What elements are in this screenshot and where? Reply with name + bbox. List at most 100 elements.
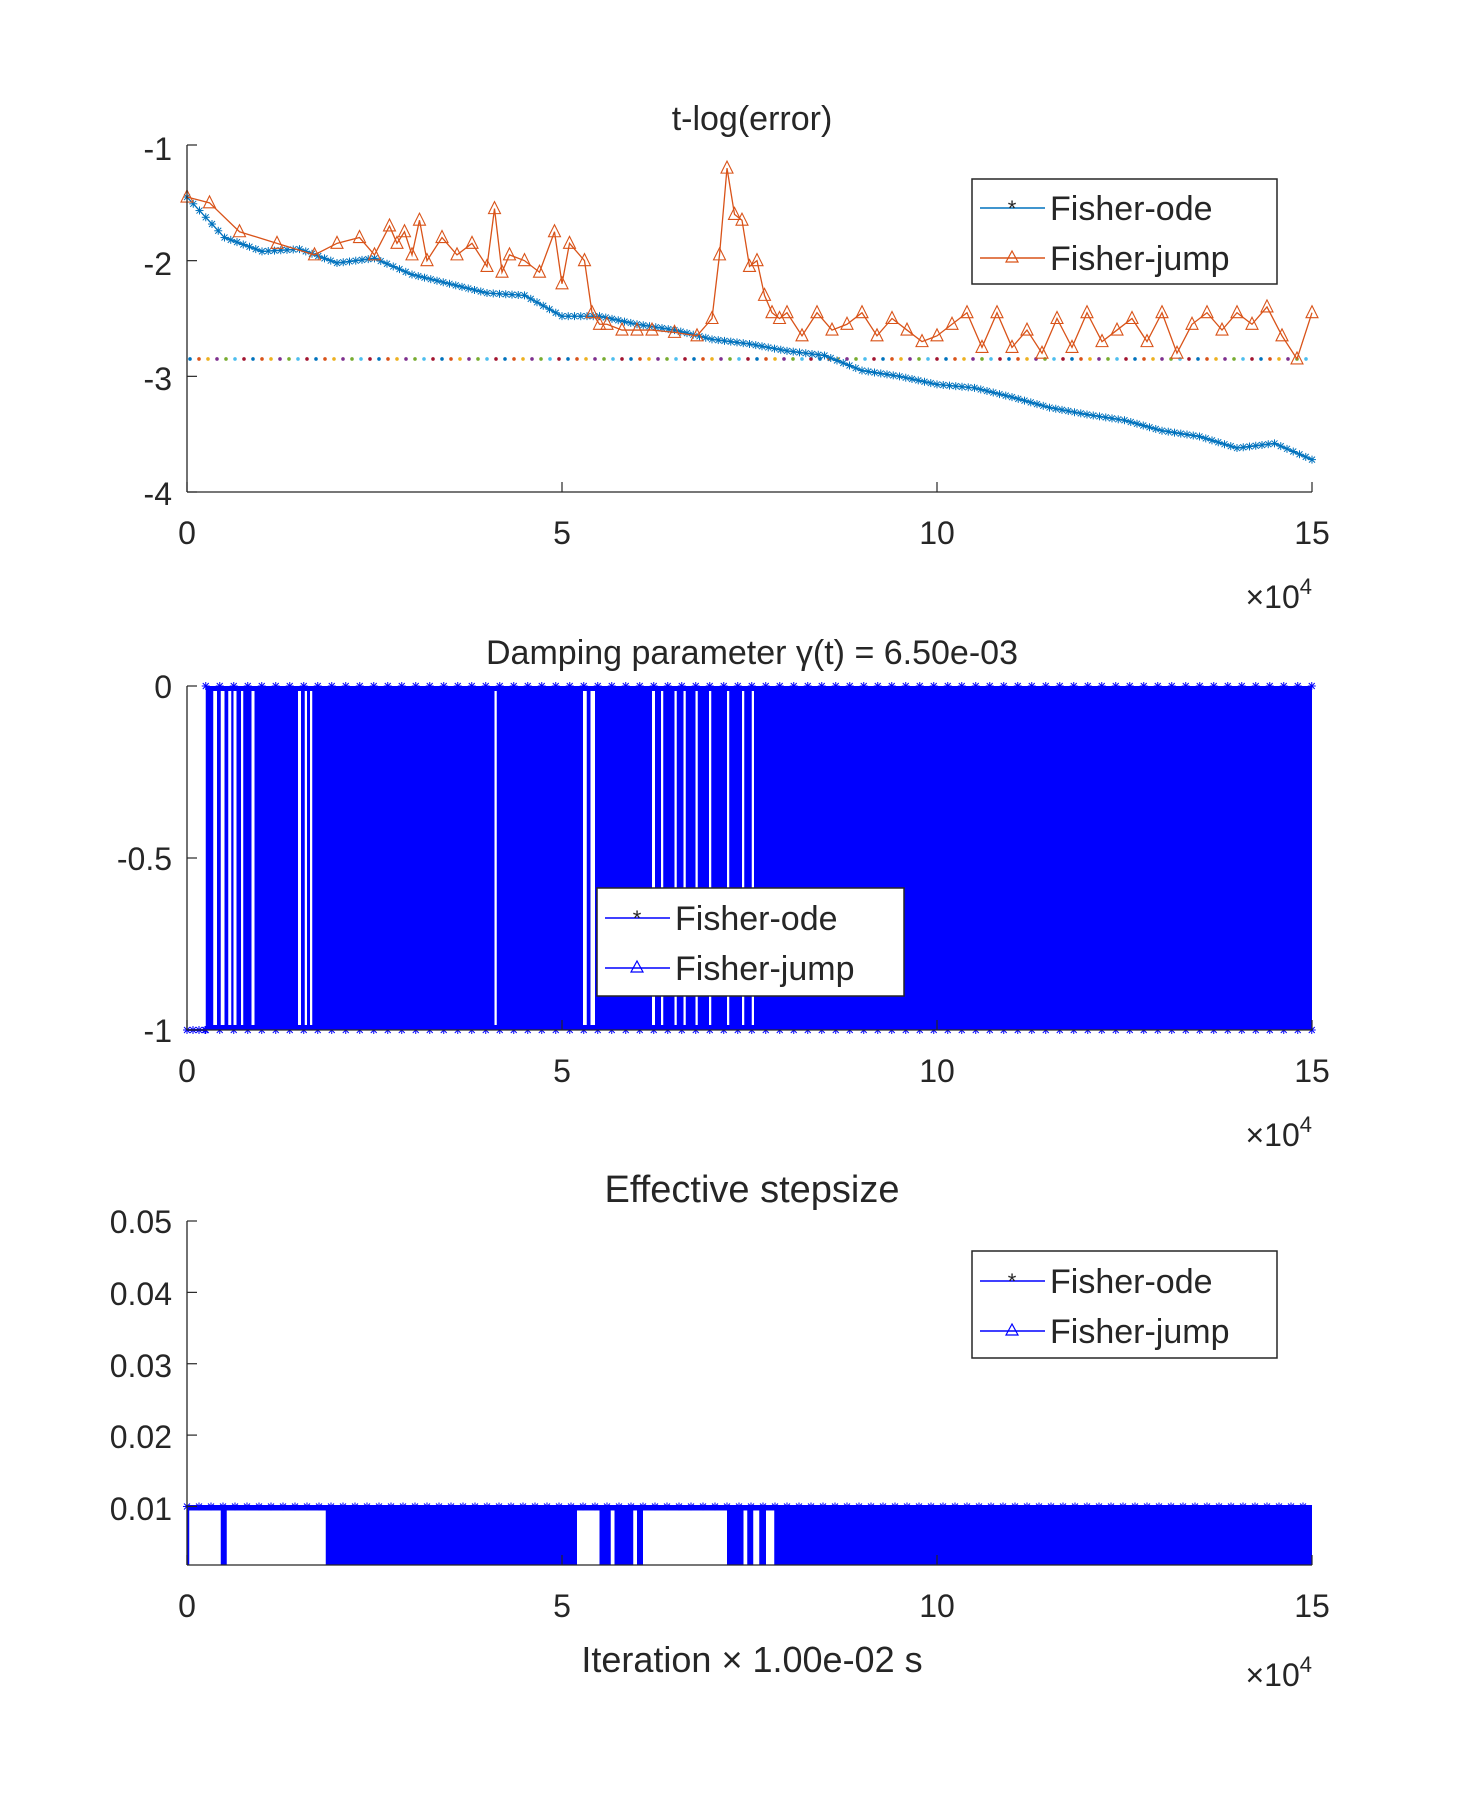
data-point — [920, 377, 929, 386]
data-point — [1170, 428, 1179, 437]
data-point — [397, 682, 406, 690]
data-point — [411, 1502, 419, 1511]
threshold-dot — [809, 357, 813, 361]
data-point — [971, 682, 980, 690]
data-point — [1301, 452, 1310, 461]
data-point — [1164, 427, 1173, 436]
data-point — [750, 252, 764, 267]
data-point — [843, 1502, 851, 1511]
data-point — [519, 1502, 527, 1511]
data-point — [675, 1502, 683, 1511]
data-point — [1245, 316, 1259, 330]
data-point — [1305, 304, 1319, 319]
data-point — [1227, 1502, 1235, 1511]
data-point — [532, 264, 547, 278]
data-point — [891, 1502, 899, 1511]
threshold-dot — [467, 357, 471, 361]
data-point — [202, 194, 217, 209]
data-point — [420, 252, 434, 267]
data-point — [547, 223, 562, 238]
threshold-dot — [1106, 357, 1110, 361]
data-point — [375, 1502, 383, 1511]
data-point — [1295, 450, 1304, 459]
y-tick-label: 0.04 — [110, 1276, 172, 1312]
data-point — [867, 1502, 875, 1511]
data-point — [481, 682, 490, 690]
data-point — [231, 1502, 239, 1511]
data-point — [1070, 408, 1079, 417]
data-point — [927, 1502, 935, 1511]
data-point — [495, 1502, 503, 1511]
data-point — [914, 376, 923, 385]
data-point — [195, 1502, 203, 1511]
data-point — [285, 682, 294, 690]
data-point — [226, 235, 235, 244]
data-point — [1008, 393, 1016, 402]
data-point — [964, 383, 973, 392]
data-point — [808, 349, 816, 358]
data-point — [1095, 333, 1109, 348]
data-point — [1167, 682, 1176, 690]
data-point — [579, 1502, 587, 1511]
threshold-dot — [1115, 357, 1119, 361]
data-point — [411, 682, 420, 690]
data-point — [399, 1502, 407, 1511]
threshold-dot — [980, 357, 984, 361]
data-point — [1071, 1502, 1079, 1511]
threshold-dot — [773, 357, 777, 361]
threshold-dot — [431, 357, 435, 361]
data-point — [663, 682, 672, 690]
data-point — [691, 682, 700, 690]
threshold-dot — [332, 357, 336, 361]
data-point — [258, 247, 266, 256]
threshold-dot — [1205, 357, 1209, 361]
data-point — [1069, 682, 1078, 690]
data-point — [990, 304, 1004, 319]
data-point — [1013, 682, 1022, 690]
data-point — [723, 1502, 731, 1511]
data-point — [591, 1502, 599, 1511]
panel-stepsize: Effective stepsize 0.05 0.04 0.03 0.02 0… — [110, 1169, 1330, 1693]
data-point — [412, 211, 427, 226]
band-gap — [742, 691, 745, 1025]
data-point — [858, 366, 866, 375]
data-point — [945, 316, 959, 330]
data-point — [1270, 439, 1279, 448]
data-point — [1191, 1502, 1199, 1511]
band-gap — [753, 1510, 760, 1565]
data-point — [1125, 682, 1134, 690]
data-point — [810, 304, 824, 319]
band-gap — [661, 691, 664, 1025]
data-point — [960, 304, 974, 319]
data-point — [795, 327, 809, 342]
panel-error-plot — [180, 159, 1319, 464]
data-point — [989, 388, 998, 397]
legend-marker-ode: * — [1008, 1269, 1017, 1294]
data-point — [615, 321, 629, 336]
oscillation-band — [187, 1506, 1312, 1565]
data-point — [900, 321, 914, 336]
threshold-dot — [368, 357, 372, 361]
threshold-dot — [1187, 357, 1191, 361]
legend: * Fisher-ode Fisher-jump — [971, 1250, 1278, 1359]
data-point — [1195, 682, 1204, 690]
data-point — [1233, 444, 1241, 453]
data-point — [243, 682, 252, 690]
data-point — [555, 275, 569, 290]
data-point — [807, 1502, 815, 1511]
threshold-dot — [1142, 357, 1146, 361]
data-point — [426, 275, 435, 284]
threshold-dot — [494, 357, 498, 361]
threshold-dot — [314, 357, 318, 361]
data-point — [1251, 682, 1260, 690]
y-tick-label: -3 — [144, 361, 172, 397]
data-point — [903, 1502, 911, 1511]
legend-label-ode: Fisher-ode — [1050, 1263, 1213, 1301]
threshold-dot — [629, 357, 633, 361]
y-tick-label: 0.05 — [110, 1204, 172, 1240]
threshold-dot — [359, 357, 363, 361]
data-point — [570, 312, 579, 321]
data-point — [901, 373, 910, 382]
data-point — [1083, 682, 1092, 690]
data-point — [983, 386, 991, 395]
